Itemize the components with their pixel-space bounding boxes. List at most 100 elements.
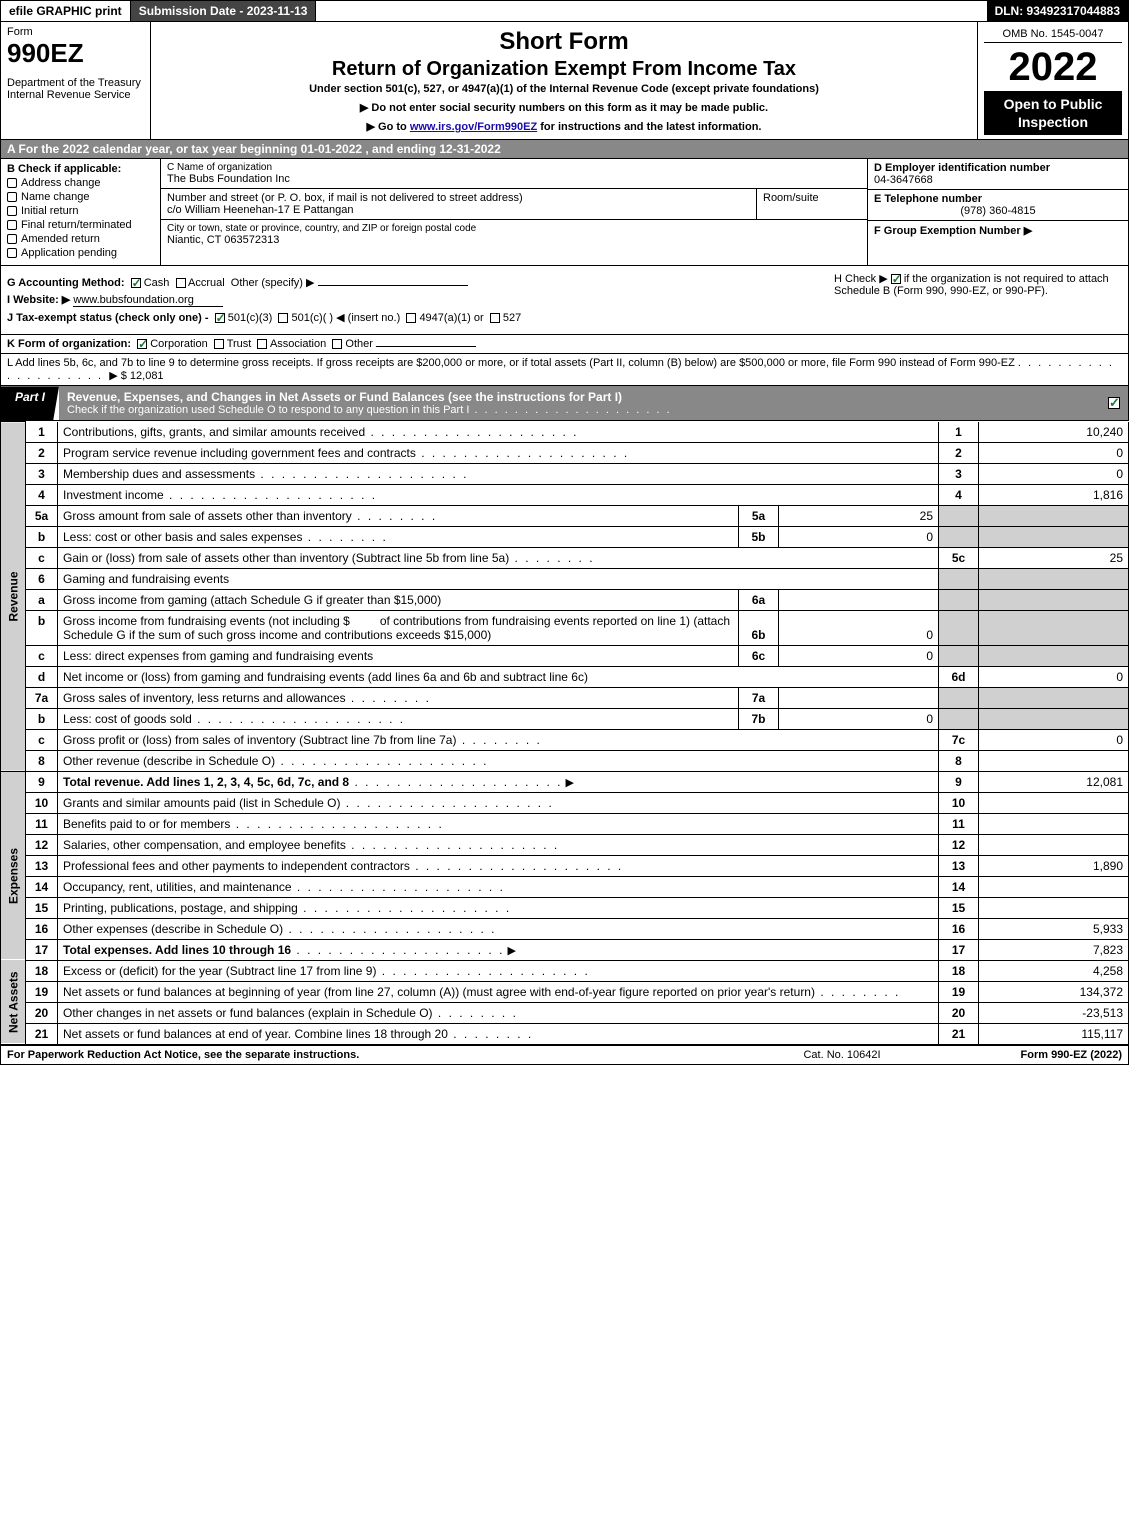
line-6d: d Net income or (loss) from gaming and f… [1, 666, 1129, 687]
header-sub3: ▶ Go to www.irs.gov/Form990EZ for instru… [157, 120, 971, 133]
efile-label[interactable]: efile GRAPHIC print [1, 1, 131, 21]
val-6a [779, 589, 939, 610]
side-netassets: Net Assets [1, 960, 26, 1044]
row-k: K Form of organization: Corporation Trus… [0, 335, 1129, 354]
chk-initial-return[interactable]: Initial return [7, 205, 154, 217]
c-city: City or town, state or province, country… [161, 220, 867, 249]
line-18: Net Assets 18 Excess or (deficit) for th… [1, 960, 1129, 981]
org-city: Niantic, CT 063572313 [167, 234, 861, 246]
chk-trust[interactable] [214, 339, 224, 349]
line-6c: c Less: direct expenses from gaming and … [1, 645, 1129, 666]
j-tax-status: J Tax-exempt status (check only one) - 5… [7, 311, 822, 324]
line-7b: b Less: cost of goods sold 7b 0 [1, 708, 1129, 729]
website-link[interactable]: www.bubsfoundation.org [73, 294, 193, 306]
val-6d: 0 [979, 666, 1129, 687]
val-9: 12,081 [979, 771, 1129, 792]
header-left: Form 990EZ Department of the Treasury In… [1, 22, 151, 139]
chk-h[interactable] [891, 274, 901, 284]
val-19: 134,372 [979, 981, 1129, 1002]
c-room: Room/suite [757, 189, 867, 219]
short-form: Short Form [157, 28, 971, 56]
chk-501c3[interactable] [215, 313, 225, 323]
ein: 04-3647668 [874, 174, 1122, 186]
chk-schedule-o[interactable] [1108, 397, 1120, 409]
line-5c: c Gain or (loss) from sale of assets oth… [1, 547, 1129, 568]
form-label: Form [7, 26, 144, 38]
val-5a: 25 [779, 505, 939, 526]
line-1: Revenue 1 Contributions, gifts, grants, … [1, 422, 1129, 443]
header-center: Short Form Return of Organization Exempt… [151, 22, 978, 139]
topbar: efile GRAPHIC print Submission Date - 20… [0, 0, 1129, 22]
c-name: C Name of organization The Bubs Foundati… [161, 159, 867, 189]
val-17: 7,823 [979, 939, 1129, 960]
val-18: 4,258 [979, 960, 1129, 981]
c-street-row: Number and street (or P. O. box, if mail… [161, 189, 867, 220]
dept-label: Department of the Treasury Internal Reve… [7, 77, 144, 101]
g-accounting: G Accounting Method: Cash Accrual Other … [7, 276, 822, 289]
val-7b: 0 [779, 708, 939, 729]
gross-receipts: 12,081 [130, 370, 164, 382]
line-6b: b Gross income from fundraising events (… [1, 610, 1129, 645]
line-5b: b Less: cost or other basis and sales ex… [1, 526, 1129, 547]
chk-501c[interactable] [278, 313, 288, 323]
part1-title: Revenue, Expenses, and Changes in Net As… [59, 386, 1100, 420]
chk-application-pending[interactable]: Application pending [7, 247, 154, 259]
val-7c: 0 [979, 729, 1129, 750]
val-5b: 0 [779, 526, 939, 547]
line-16: 16 Other expenses (describe in Schedule … [1, 918, 1129, 939]
line-9: 9 Total revenue. Add lines 1, 2, 3, 4, 5… [1, 771, 1129, 792]
chk-corp[interactable] [137, 339, 147, 349]
chk-final-return[interactable]: Final return/terminated [7, 219, 154, 231]
val-14 [979, 876, 1129, 897]
chk-amended-return[interactable]: Amended return [7, 233, 154, 245]
open-inspection: Open to Public Inspection [984, 91, 1122, 135]
line-7a: 7a Gross sales of inventory, less return… [1, 687, 1129, 708]
line-7c: c Gross profit or (loss) from sales of i… [1, 729, 1129, 750]
block-g: G Accounting Method: Cash Accrual Other … [1, 266, 828, 334]
org-street: c/o William Heenehan-17 E Pattangan [167, 204, 750, 216]
val-6b: 0 [779, 610, 939, 645]
chk-address-change[interactable]: Address change [7, 177, 154, 189]
val-8 [979, 750, 1129, 771]
footer: For Paperwork Reduction Act Notice, see … [0, 1045, 1129, 1065]
block-b: B Check if applicable: Address change Na… [1, 159, 161, 265]
val-10 [979, 792, 1129, 813]
line-2: 2 Program service revenue including gove… [1, 442, 1129, 463]
chk-name-change[interactable]: Name change [7, 191, 154, 203]
chk-assoc[interactable] [257, 339, 267, 349]
block-c: C Name of organization The Bubs Foundati… [161, 159, 868, 265]
header-sub1: Under section 501(c), 527, or 4947(a)(1)… [157, 83, 971, 95]
val-13: 1,890 [979, 855, 1129, 876]
chk-accrual[interactable] [176, 278, 186, 288]
line-4: 4 Investment income 4 1,816 [1, 484, 1129, 505]
val-2: 0 [979, 442, 1129, 463]
form-title: Return of Organization Exempt From Incom… [157, 58, 971, 81]
chk-cash[interactable] [131, 278, 141, 288]
line-21: 21 Net assets or fund balances at end of… [1, 1023, 1129, 1044]
line-6a: a Gross income from gaming (attach Sched… [1, 589, 1129, 610]
block-bcdef: B Check if applicable: Address change Na… [0, 159, 1129, 266]
other-specify-input[interactable] [318, 285, 468, 286]
header-sub2: ▶ Do not enter social security numbers o… [157, 101, 971, 114]
form-header: Form 990EZ Department of the Treasury In… [0, 22, 1129, 140]
c-street: Number and street (or P. O. box, if mail… [161, 189, 757, 219]
side-revenue: Revenue [1, 422, 26, 772]
line-8: 8 Other revenue (describe in Schedule O)… [1, 750, 1129, 771]
form-number: 990EZ [7, 38, 144, 69]
line-5a: 5a Gross amount from sale of assets othe… [1, 505, 1129, 526]
chk-527[interactable] [490, 313, 500, 323]
block-gh: G Accounting Method: Cash Accrual Other … [0, 266, 1129, 335]
line-11: 11 Benefits paid to or for members 11 [1, 813, 1129, 834]
dln: DLN: 93492317044883 [987, 1, 1128, 21]
irs-link[interactable]: www.irs.gov/Form990EZ [410, 121, 537, 133]
chk-4947[interactable] [406, 313, 416, 323]
val-1: 10,240 [979, 422, 1129, 443]
other-org-input[interactable] [376, 346, 476, 347]
b-title: B Check if applicable: [7, 163, 154, 175]
line-10: Expenses 10 Grants and similar amounts p… [1, 792, 1129, 813]
block-def: D Employer identification number 04-3647… [868, 159, 1128, 265]
header-right: OMB No. 1545-0047 2022 Open to Public In… [978, 22, 1128, 139]
line-12: 12 Salaries, other compensation, and emp… [1, 834, 1129, 855]
chk-other-org[interactable] [332, 339, 342, 349]
block-d: D Employer identification number 04-3647… [868, 159, 1128, 190]
